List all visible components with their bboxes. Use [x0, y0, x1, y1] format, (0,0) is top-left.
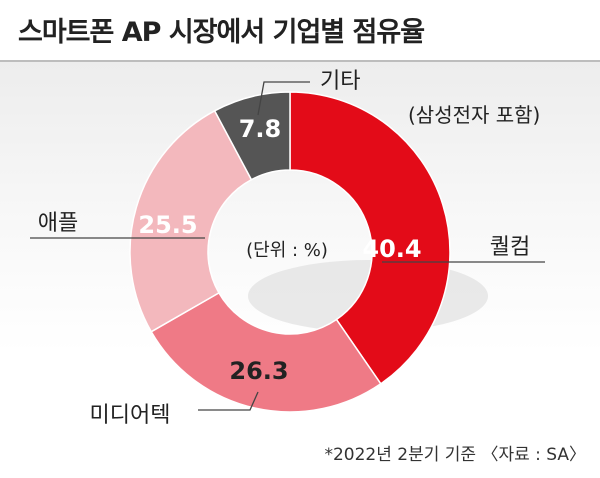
category-label-2: 애플 [38, 211, 78, 236]
category-label-3-line2: (삼성전자 포함) [408, 103, 540, 127]
slice-3 [213, 91, 291, 181]
footnote: *2022년 2분기 기준 〈자료 : SA〉 [324, 445, 586, 465]
value-label-0: 40.4 [362, 235, 421, 263]
slice-2 [129, 109, 253, 333]
value-label-3: 7.8 [239, 115, 282, 143]
unit-note: (단위 : %) [246, 240, 328, 261]
title-divider [0, 60, 600, 62]
value-label-2: 25.5 [138, 211, 197, 239]
value-label-1: 26.3 [229, 357, 288, 385]
category-label-1: 미디어텍 [90, 403, 171, 428]
leader-line-3 [257, 81, 310, 116]
chart-title: 스마트폰 AP 시장에서 기업별 점유율 [18, 17, 425, 48]
category-label-0: 퀄컴 [490, 235, 530, 260]
leader-line-1 [198, 391, 259, 411]
category-label-3: 기타 [320, 69, 360, 94]
slice-0 [289, 91, 451, 385]
slice-1 [150, 291, 382, 413]
